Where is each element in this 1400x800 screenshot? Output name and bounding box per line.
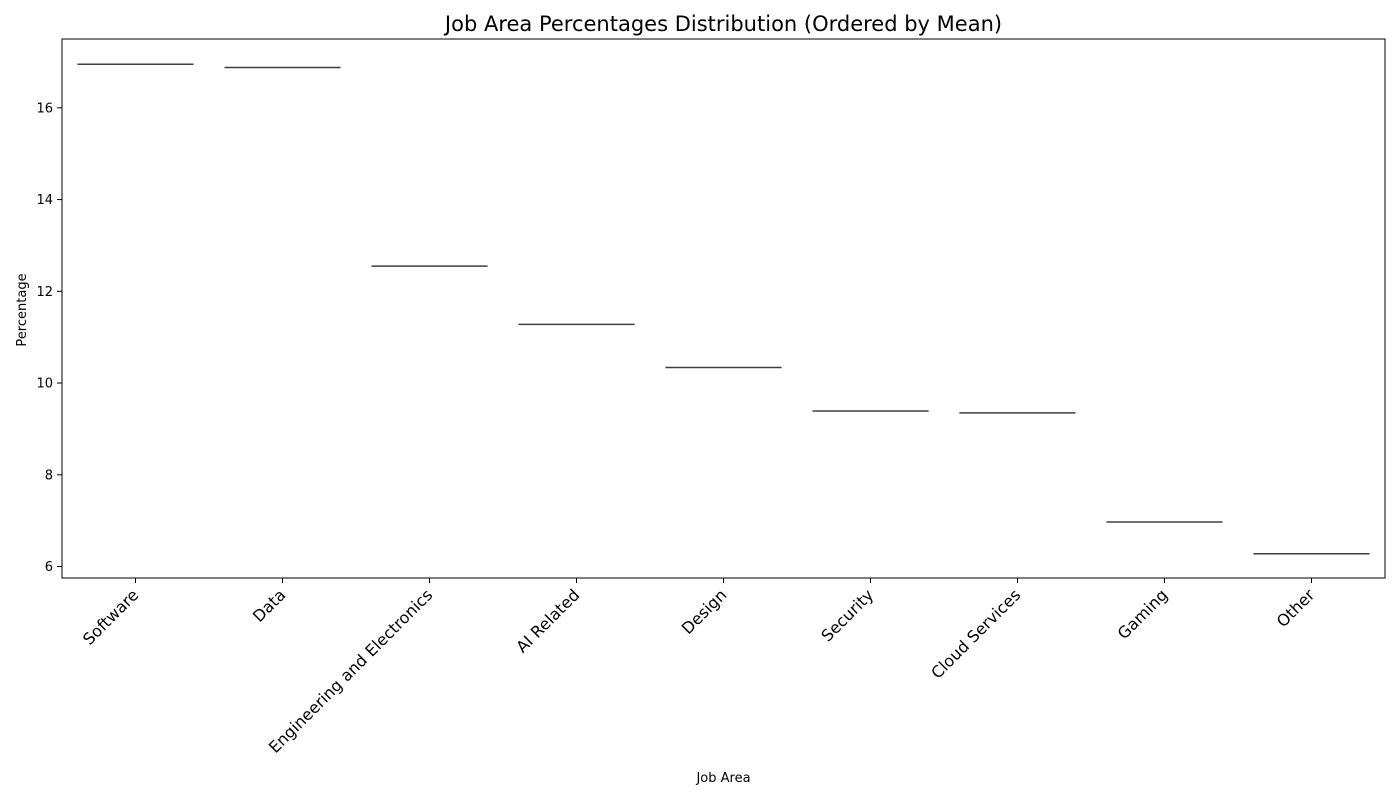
y-tick-label: 12: [36, 285, 53, 300]
x-tick-label: Gaming: [1114, 585, 1172, 643]
y-tick-label: 16: [36, 101, 53, 116]
x-tick-label: Security: [817, 585, 877, 645]
y-tick-label: 14: [36, 193, 53, 208]
x-tick-label: AI Related: [512, 585, 583, 656]
plot-frame: [61, 38, 1386, 579]
y-tick-label: 6: [45, 560, 53, 575]
chart-title: Job Area Percentages Distribution (Order…: [443, 12, 1002, 36]
x-tick-label: Design: [678, 585, 731, 638]
x-tick-label: Software: [79, 585, 142, 648]
plot-area: [61, 38, 1386, 579]
y-axis: 6 8 10 12 14 16: [36, 101, 62, 575]
y-tick-label: 8: [45, 468, 53, 483]
y-tick-label: 10: [36, 377, 53, 392]
x-tick-label: Cloud Services: [927, 585, 1024, 682]
y-axis-label: Percentage: [15, 273, 30, 346]
x-tick-label: Data: [249, 585, 289, 625]
x-axis-label: Job Area: [695, 771, 750, 786]
x-tick-label: Other: [1273, 585, 1319, 631]
x-tick-label: Engineering and Electronics: [265, 585, 436, 756]
